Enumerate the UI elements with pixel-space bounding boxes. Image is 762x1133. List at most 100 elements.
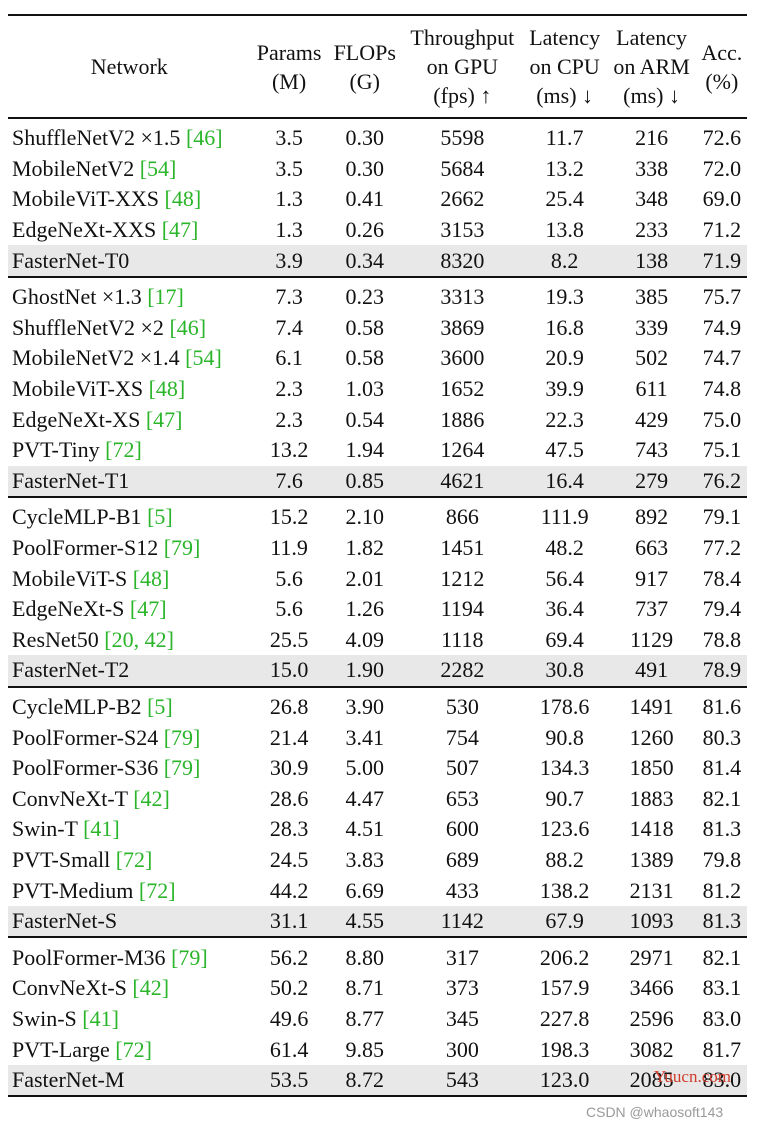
gpu-cell: 300 (445, 1036, 479, 1062)
citation-link[interactable]: [72] (115, 846, 153, 872)
network-name-cell: PVT-Medium [72] (8, 875, 251, 906)
arm-cell: 743 (635, 437, 669, 463)
network-name: PoolFormer-S12 (12, 535, 159, 561)
header-network: Network (8, 15, 251, 119)
citation-link[interactable]: [47] (161, 217, 199, 243)
citation-link[interactable]: [54] (139, 155, 177, 181)
arm-cell: 2131 (629, 877, 674, 903)
network-name-cell: Swin-T [41] (8, 814, 251, 845)
citation-link[interactable]: [46] (185, 125, 223, 151)
network-name: ConvNeXt-S (12, 975, 127, 1001)
cpu-cell: 25.4 (545, 186, 584, 212)
citation-link[interactable]: [72] (138, 877, 176, 903)
network-name-cell: FasterNet-M (8, 1064, 251, 1098)
arm-cell: 385 (606, 275, 697, 313)
network-name-cell: PoolFormer-S36 [79] (8, 753, 251, 784)
network-name-cell: ResNet50 [20, 42] (8, 625, 251, 656)
citation-link[interactable]: [42] (133, 785, 170, 811)
citation-link[interactable]: [54] (185, 345, 222, 371)
network-name-cell: EdgeNeXt-XXS [47] (8, 215, 251, 246)
citation-link[interactable]: [42] (132, 975, 170, 1001)
model-group: ShuffleNetV2 ×1.5 [46] 3.5 0.30 5598 11.7 216… (8, 118, 747, 277)
gpu-cell: 1212 (440, 565, 485, 591)
citation-link[interactable]: [20, 42] (104, 626, 174, 652)
citation-link[interactable]: [79] (163, 755, 201, 781)
cpu-cell: 123.6 (539, 816, 590, 842)
table-row: MobileViT-XXS [48] 1.3 0.41 2662 25.4 348 69.0 (8, 184, 747, 215)
acc-cell: 82.1 (702, 785, 742, 811)
arm-cell: 892 (606, 496, 697, 533)
arm-cell: 429 (635, 406, 669, 432)
arm-cell: 1389 (629, 846, 674, 872)
citation-link[interactable]: [79] (163, 535, 201, 561)
header-accuracy: Acc. (%) (696, 15, 747, 119)
arm-cell: 348 (635, 186, 669, 212)
cpu-cell: 56.4 (545, 565, 584, 591)
network-name: FasterNet-T2 (12, 657, 130, 683)
cpu-cell: 206.2 (522, 936, 607, 974)
params-cell: 21.4 (269, 724, 309, 750)
cpu-cell: 178.6 (522, 685, 607, 723)
network-name: FasterNet-M (12, 1067, 125, 1093)
acc-cell: 74.8 (702, 376, 742, 402)
table-row: PVT-Small [72] 24.5 3.83 689 88.2 1389 79.8 (8, 845, 747, 876)
network-name-cell: PVT-Large [72] (8, 1034, 251, 1065)
citation-link[interactable]: [48] (164, 186, 202, 212)
network-name-cell: ConvNeXt-T [42] (8, 783, 251, 814)
citation-link[interactable]: [47] (129, 596, 167, 622)
cpu-cell: 90.8 (545, 724, 584, 750)
network-name-cell: EdgeNeXt-S [47] (8, 594, 251, 625)
acc-cell: 71.9 (696, 245, 747, 277)
acc-cell: 74.7 (702, 345, 742, 371)
citation-link[interactable]: [41] (82, 1005, 119, 1031)
citation-link[interactable]: [5] (147, 693, 173, 719)
table-row: CycleMLP-B2 [5] 26.8 3.90 530 178.6 1491 81.6 (8, 685, 747, 723)
gpu-cell: 5684 (440, 155, 485, 181)
flops-cell: 0.23 (327, 275, 402, 313)
watermark-yuucn: Yuucn.com (654, 1067, 731, 1086)
flops-cell: 4.51 (345, 816, 385, 842)
flops-cell: 0.85 (327, 465, 402, 498)
citation-link[interactable]: [17] (147, 284, 184, 310)
gpu-cell: 1118 (441, 626, 484, 652)
params-cell: 44.2 (269, 877, 309, 903)
arm-cell: 611 (635, 376, 668, 402)
citation-link[interactable]: [72] (115, 1036, 152, 1062)
header-arm-latency: Latency on ARM (ms) ↓ (606, 15, 697, 119)
network-name-cell: CycleMLP-B1 [5] (8, 496, 251, 533)
cpu-cell: 88.2 (545, 846, 584, 872)
acc-cell: 75.0 (702, 406, 742, 432)
table-header: Network Params (M) FLOPs (G) Throughput on … (8, 15, 747, 119)
cpu-cell: 227.8 (539, 1005, 590, 1031)
flops-cell: 5.00 (345, 755, 385, 781)
arm-cell: 1491 (606, 685, 697, 723)
acc-cell: 76.2 (696, 465, 747, 498)
citation-link[interactable]: [5] (147, 504, 173, 530)
table-row: ResNet50 [20, 42] 25.5 4.09 1118 69.4 1129 78.… (8, 625, 747, 656)
acc-cell: 69.0 (702, 186, 742, 212)
acc-cell: 82.1 (696, 936, 747, 974)
citation-link[interactable]: [47] (145, 406, 183, 432)
citation-link[interactable]: [72] (105, 437, 142, 463)
acc-cell: 77.2 (702, 535, 742, 561)
gpu-cell: 754 (445, 724, 479, 750)
citation-link[interactable]: [46] (169, 314, 207, 340)
flops-cell: 0.58 (345, 345, 385, 371)
params-cell: 6.1 (275, 345, 303, 371)
gpu-cell: 3153 (440, 217, 485, 243)
network-name: MobileViT-S (12, 565, 128, 591)
cpu-cell: 39.9 (545, 376, 584, 402)
citation-link[interactable]: [79] (171, 944, 208, 970)
table-row: ShuffleNetV2 ×1.5 [46] 3.5 0.30 5598 11.7 216… (8, 118, 747, 154)
cpu-cell: 134.3 (539, 755, 590, 781)
cpu-cell: 123.0 (522, 1064, 607, 1098)
acc-cell: 81.2 (702, 877, 742, 903)
gpu-cell: 1652 (440, 376, 485, 402)
citation-link[interactable]: [48] (132, 565, 170, 591)
citation-link[interactable]: [48] (148, 376, 186, 402)
network-name-cell: PoolFormer-M36 [79] (8, 936, 251, 974)
acc-cell: 81.4 (702, 755, 742, 781)
citation-link[interactable]: [79] (163, 724, 201, 750)
acc-cell: 72.6 (702, 125, 742, 151)
citation-link[interactable]: [41] (83, 816, 120, 842)
